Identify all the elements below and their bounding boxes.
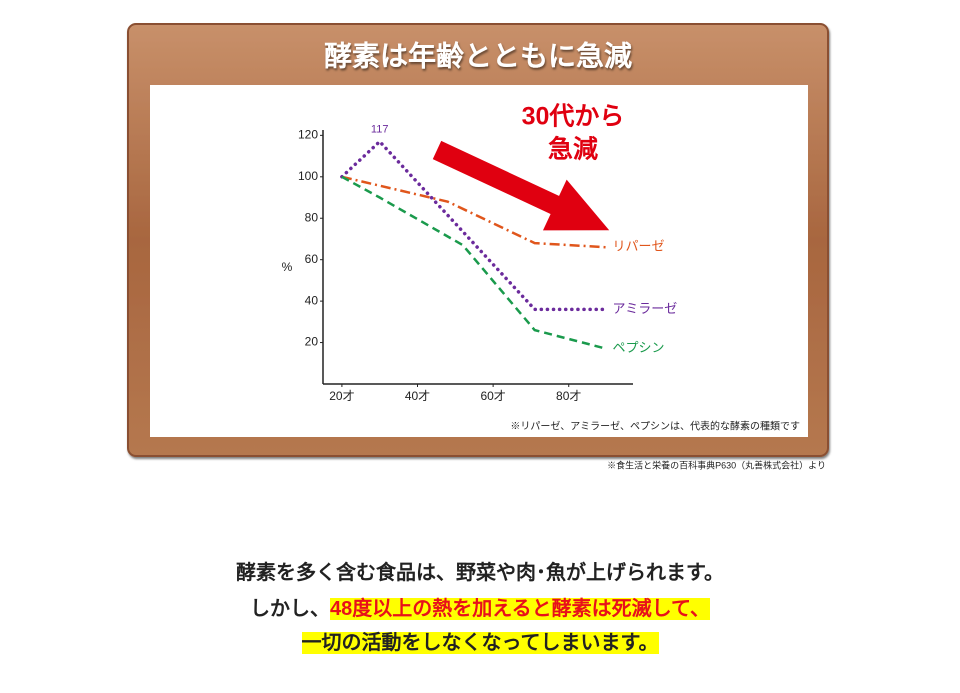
line bbox=[340, 139, 609, 312]
source: ※食生活と栄養の百科事典P630（丸善株式会社）より bbox=[607, 459, 826, 470]
y-tick-label: 100 bbox=[298, 169, 318, 183]
text: 酵素を多く含む食品は、野菜や肉･魚が上げられます。 bbox=[236, 562, 724, 584]
data-label: 117 bbox=[371, 123, 389, 135]
body-text: しかし、48度以上の熱を加えると酵素は死滅して、 bbox=[0, 592, 960, 621]
legend-label: リパーゼ bbox=[613, 239, 665, 254]
body-text: 一切の活動をしなくなってしまいます。 bbox=[0, 626, 960, 655]
line bbox=[341, 175, 607, 249]
y-tick-label: 40 bbox=[305, 293, 319, 307]
y-tick-label: 60 bbox=[305, 252, 319, 266]
x-tick-label: 20才 bbox=[329, 389, 354, 403]
highlight: 一切の活動をしなくなってしまいます。 bbox=[301, 632, 659, 654]
body-text: 酵素を多く含む食品は、野菜や肉･魚が上げられます。 bbox=[0, 556, 960, 585]
arrow bbox=[432, 140, 610, 231]
annotation: 急減 bbox=[548, 136, 598, 164]
line bbox=[341, 175, 607, 350]
highlight: 48度以上の熱を加えると酵素は死滅して、 bbox=[329, 598, 711, 620]
x-tick-label: 60才 bbox=[480, 389, 505, 403]
legend-label: アミラーゼ bbox=[613, 301, 678, 316]
annotation: 30代から bbox=[522, 103, 625, 131]
y-axis-label: % bbox=[282, 260, 293, 274]
legend-label: ペプシン bbox=[613, 340, 665, 355]
panel bbox=[150, 85, 808, 437]
x-tick-label: 80才 bbox=[556, 389, 581, 403]
footnote: ※リパーゼ、アミラーゼ、ペプシンは、代表的な酵素の種類です bbox=[510, 420, 800, 433]
y-tick-label: 20 bbox=[305, 335, 319, 349]
x-tick-label: 40才 bbox=[405, 389, 430, 403]
y-tick-label: 80 bbox=[305, 210, 319, 224]
text: しかし、 bbox=[249, 598, 330, 620]
chart-title: 酵素は年齢とともに急減 bbox=[324, 39, 632, 71]
y-tick-label: 120 bbox=[298, 128, 318, 142]
